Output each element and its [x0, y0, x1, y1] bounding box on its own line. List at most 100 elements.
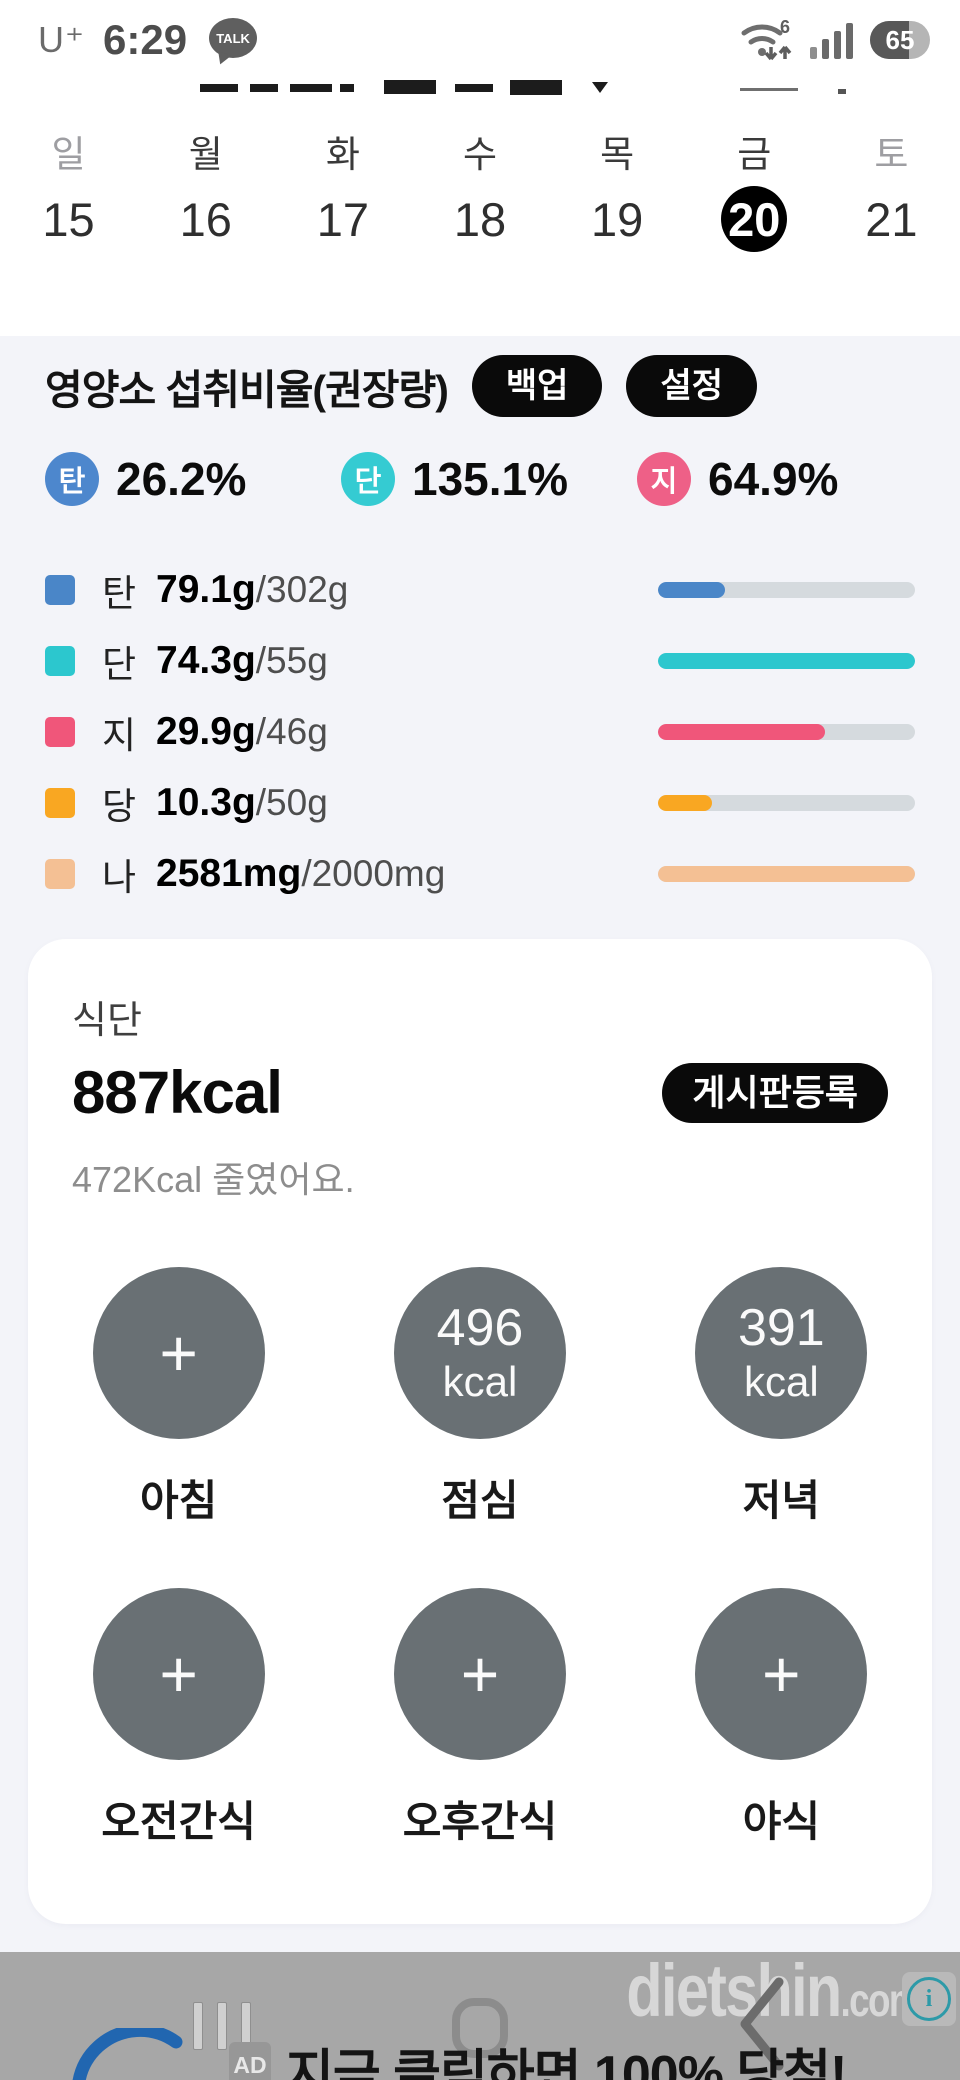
nav-home-button[interactable]: [452, 1998, 508, 2058]
meal-grid: + 아침 496 kcal 점심 391 kcal 저녁 +: [28, 1267, 932, 1849]
nutrient-target: /46g: [255, 710, 328, 752]
nutrient-list: 탄 79.1g /302g 단 74.3g /55g 지 29.9g /46g: [0, 554, 960, 909]
nutrient-key: 지: [102, 714, 137, 756]
nutrient-value: 10.3g: [156, 780, 256, 824]
meal-label: 점심: [441, 1477, 519, 1524]
kcal-reduced-note: 472Kcal 줄였어요.: [72, 1159, 355, 1200]
wifi-icon: 6: [741, 17, 792, 61]
date-15[interactable]: 15: [42, 192, 95, 246]
cropped-header-fragments: [0, 80, 960, 100]
date-19[interactable]: 19: [590, 192, 644, 246]
plus-icon: +: [762, 1637, 801, 1711]
add-breakfast-button[interactable]: +: [92, 1267, 265, 1439]
kakaotalk-label: TALK: [216, 30, 250, 46]
dinner-kcal-button[interactable]: 391 kcal: [695, 1267, 868, 1439]
weekday-fri: 금: [737, 134, 772, 175]
carb-progress-fill: [658, 581, 725, 598]
kakaotalk-notification-icon: TALK: [209, 18, 258, 67]
add-late-snack-button[interactable]: +: [695, 1588, 868, 1760]
nav-recents-button[interactable]: [193, 2002, 251, 2050]
meal-label: 야식: [742, 1798, 820, 1845]
meal-label: 저녁: [742, 1477, 820, 1524]
diet-card-title: 식단: [72, 1000, 142, 1042]
nutrient-row-carb: 탄 79.1g /302g: [0, 554, 960, 625]
meal-lunch: 496 kcal 점심: [393, 1267, 566, 1528]
sugar-progress-bar: [658, 794, 915, 811]
plus-icon: +: [159, 1316, 198, 1390]
plus-icon: +: [460, 1637, 500, 1711]
board-register-button[interactable]: 게시판등록: [662, 1062, 888, 1123]
nutrient-key: 당: [102, 785, 137, 827]
meal-breakfast: + 아침: [92, 1267, 265, 1528]
fat-summary: 지 64.9%: [637, 452, 933, 506]
protein-summary: 단 135.1%: [341, 452, 637, 506]
date-21[interactable]: 21: [865, 192, 918, 246]
weekday-sat: 토: [874, 134, 909, 175]
date-row: 15 16 17 18 19 20 21: [0, 186, 960, 252]
meal-label: 아침: [140, 1477, 218, 1524]
fat-progress-bar: [658, 723, 915, 740]
nav-back-button[interactable]: [733, 1976, 791, 2072]
meal-dinner: 391 kcal 저녁: [695, 1267, 868, 1528]
meal-label: 오후간식: [402, 1798, 558, 1845]
carb-summary: 탄 26.2%: [45, 452, 341, 506]
fat-color-swatch: [45, 716, 75, 747]
dinner-kcal-value: 391: [737, 1299, 825, 1357]
ad-headline[interactable]: 지금 클릭하면 100% 당첨!: [286, 2046, 847, 2080]
battery-percent: 65: [885, 24, 915, 55]
date-18[interactable]: 18: [453, 192, 507, 246]
nutrient-row-sodium: 나 2581mg /2000mg: [0, 838, 960, 909]
weekday-thu: 목: [600, 134, 635, 175]
ad-info-button[interactable]: i: [902, 1972, 956, 2026]
nutrient-value: 79.1g: [156, 567, 256, 611]
advertiser-logo[interactable]: n: [56, 2028, 226, 2080]
date-17[interactable]: 17: [316, 192, 369, 246]
nutrient-row-sugar: 당 10.3g /50g: [0, 767, 960, 838]
add-afternoon-snack-button[interactable]: +: [393, 1588, 566, 1760]
nutrient-target: /2000mg: [301, 852, 446, 894]
carrier-label: U⁺: [38, 19, 85, 60]
kcal-unit: kcal: [743, 1358, 819, 1405]
bottom-overlay: dietshin.com i n AD 지금 클릭하면 100% 당첨!: [0, 1952, 960, 2080]
week-calendar: 일 월 화 수 목 금 토 15 16 17 18 19 20 21: [0, 100, 960, 336]
nutrient-target: /50g: [255, 781, 328, 823]
sodium-color-swatch: [45, 858, 75, 889]
nutrient-row-fat: 지 29.9g /46g: [0, 696, 960, 767]
nutrient-target: /302g: [255, 568, 349, 610]
fat-badge-icon: 지: [637, 452, 691, 506]
total-kcal: 887kcal: [72, 1059, 283, 1126]
backup-button[interactable]: 백업: [471, 355, 603, 417]
meal-morning-snack: + 오전간식: [92, 1588, 265, 1849]
fat-percent: 64.9%: [708, 453, 839, 505]
svg-text:6: 6: [780, 17, 790, 37]
add-morning-snack-button[interactable]: +: [92, 1588, 265, 1760]
date-20-selected[interactable]: 20: [686, 186, 823, 252]
status-bar: U⁺ 6:29 TALK 6 65: [0, 0, 960, 80]
battery-indicator: 65: [870, 21, 930, 59]
nutrient-key: 단: [102, 643, 137, 685]
settings-button[interactable]: 설정: [626, 355, 758, 417]
nutrient-row-protein: 단 74.3g /55g: [0, 625, 960, 696]
nutrient-key: 탄: [102, 572, 137, 614]
kcal-unit: kcal: [442, 1358, 518, 1405]
weekday-row: 일 월 화 수 목 금 토: [0, 126, 960, 176]
weekday-mon: 월: [188, 134, 223, 175]
weekday-tue: 화: [325, 134, 360, 175]
lunch-kcal-button[interactable]: 496 kcal: [393, 1267, 566, 1439]
macro-summary-row: 탄 26.2% 단 135.1% 지 64.9%: [0, 452, 960, 506]
date-16[interactable]: 16: [179, 192, 232, 246]
svg-text:n: n: [94, 2047, 156, 2080]
nutrient-key: 나: [102, 856, 137, 898]
meal-late-snack: + 야식: [695, 1588, 868, 1849]
weekday-sun: 일: [51, 134, 86, 175]
selected-date-circle[interactable]: 20: [721, 186, 788, 252]
nutrient-value: 2581mg: [156, 851, 302, 895]
carb-color-swatch: [45, 574, 75, 605]
meal-afternoon-snack: + 오후간식: [393, 1588, 566, 1849]
nutrient-target: /55g: [255, 639, 328, 681]
protein-badge-icon: 단: [341, 452, 395, 506]
protein-progress-fill: [658, 652, 915, 669]
lunch-kcal-value: 496: [436, 1299, 524, 1357]
nutrition-title: 영양소 섭취비율(권장량): [45, 367, 449, 413]
nutrient-value: 74.3g: [156, 638, 256, 682]
